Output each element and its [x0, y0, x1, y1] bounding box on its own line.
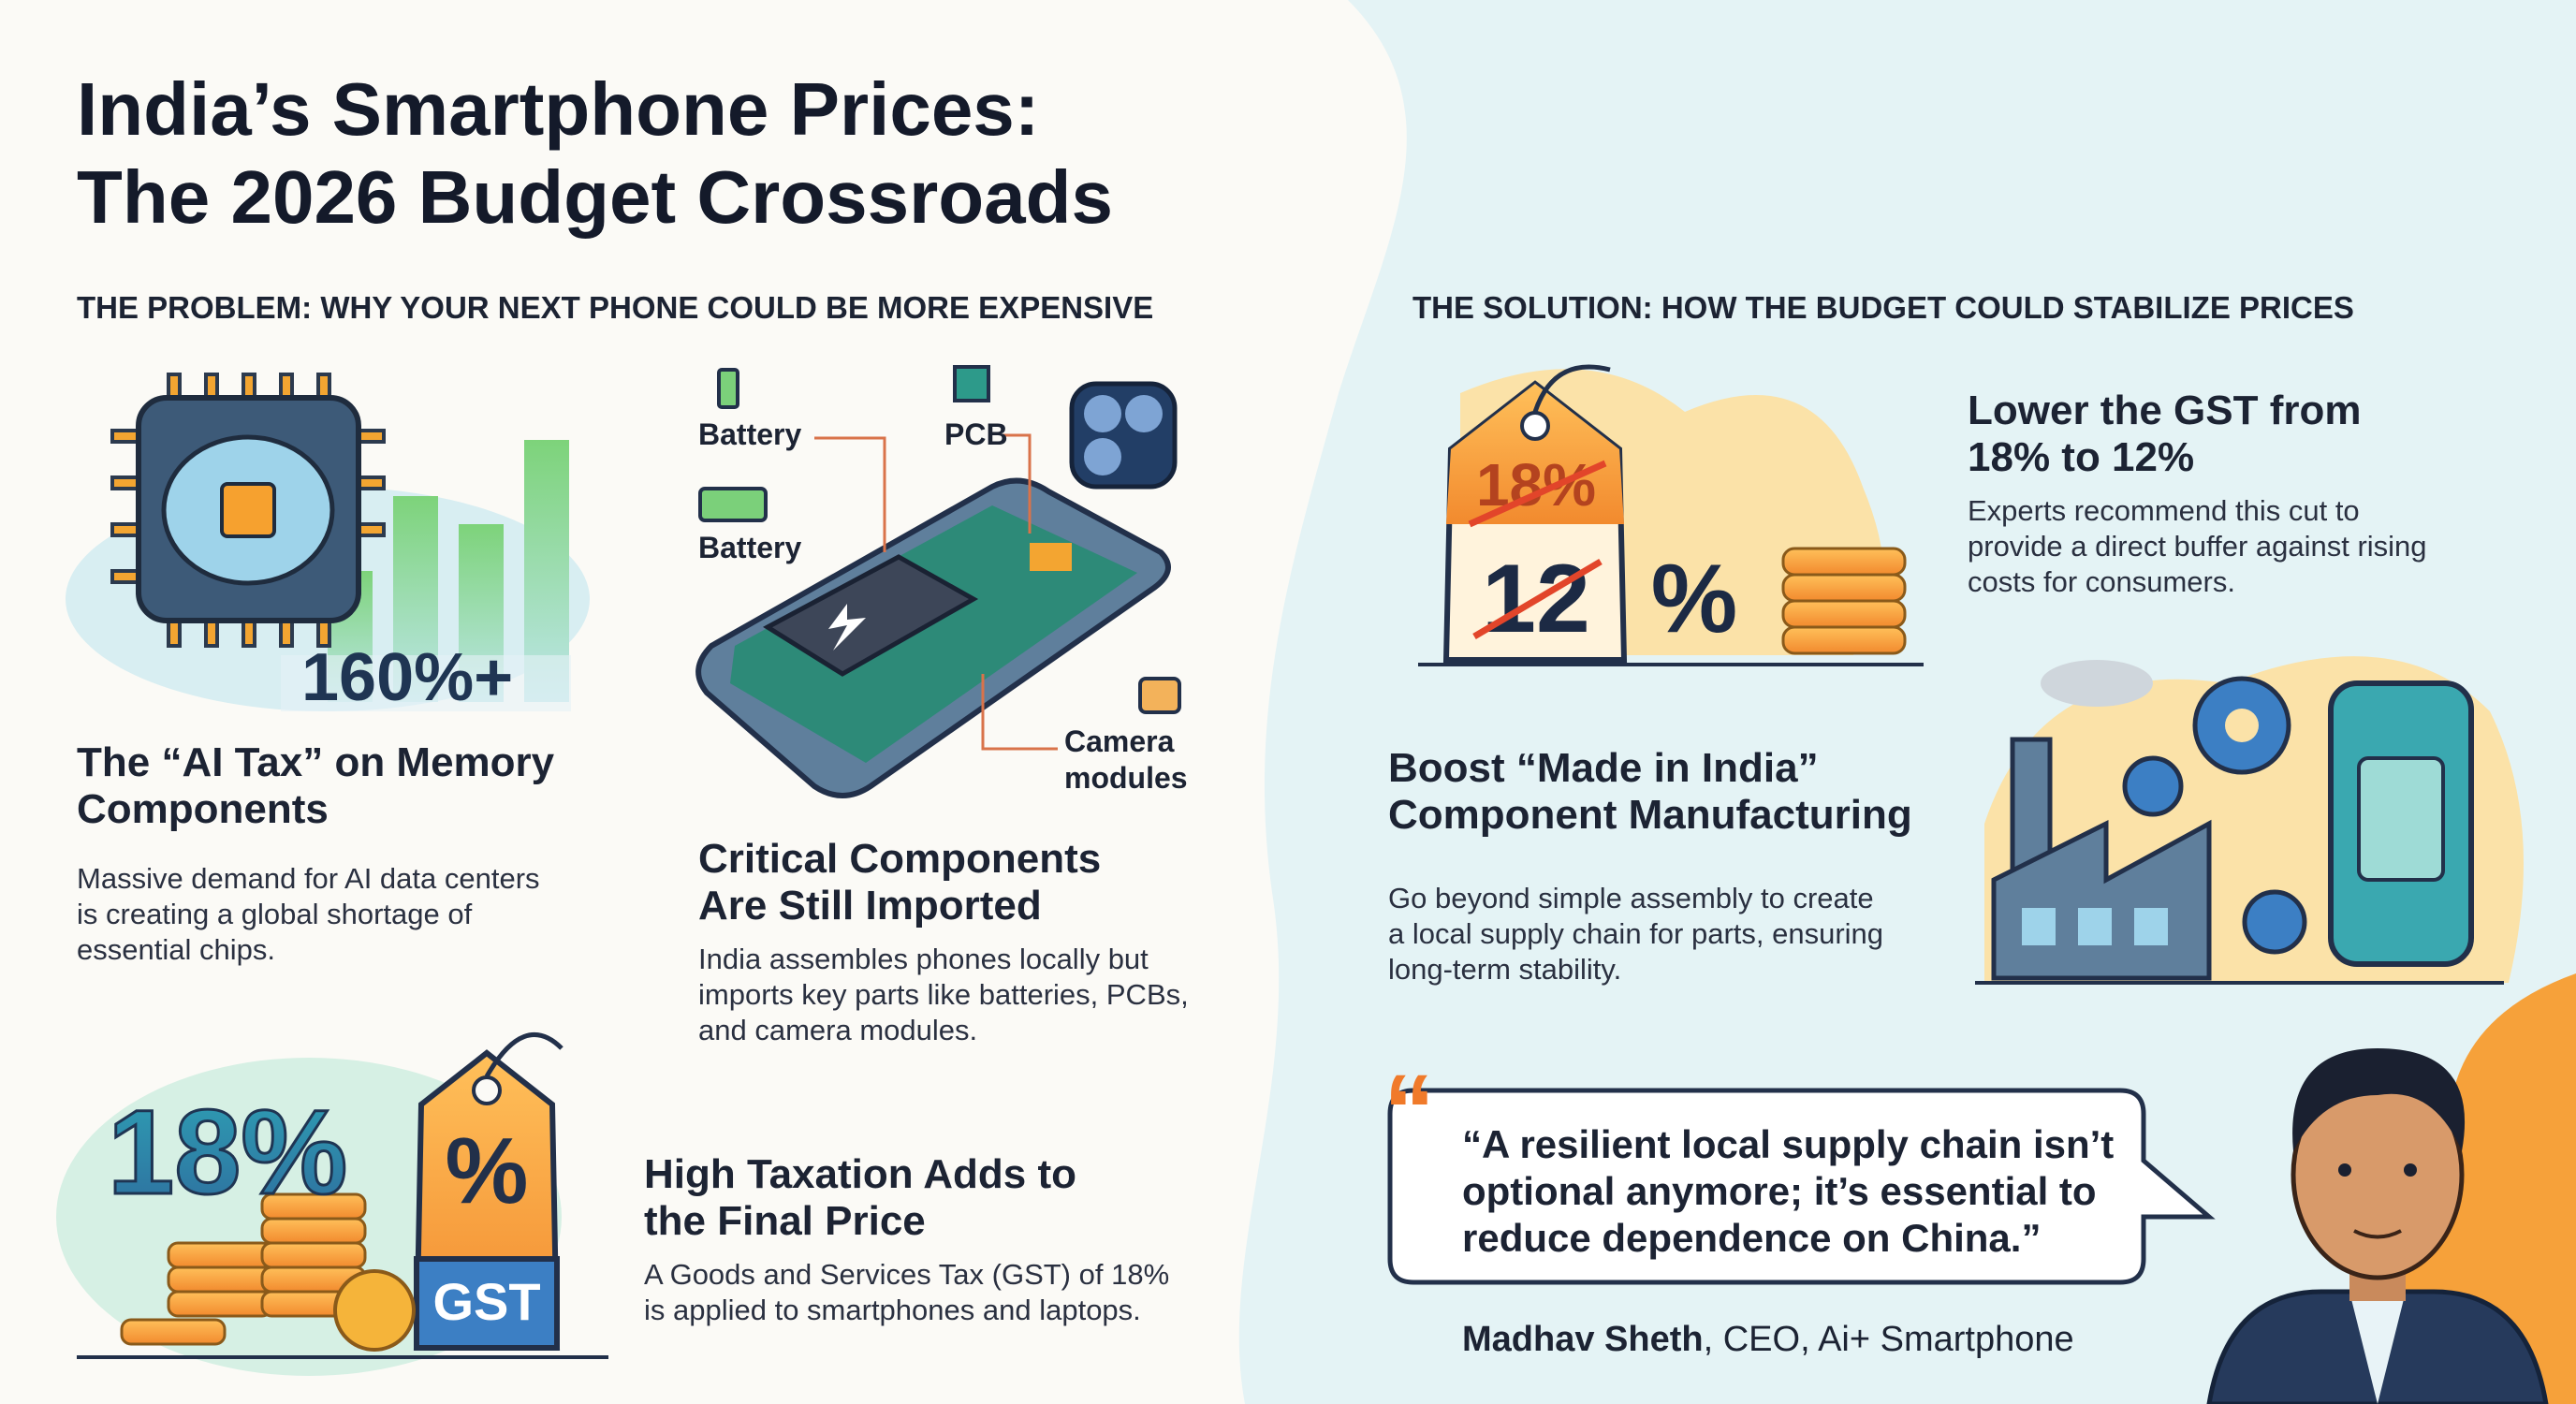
body-line: is creating a global shortage of: [77, 898, 473, 930]
title-line: Components: [77, 786, 329, 832]
item-body: Go beyond simple assembly to create a loc…: [1388, 881, 1883, 987]
illustration-label: 18%: [108, 1086, 347, 1220]
illustration-label: PCB: [944, 417, 1008, 451]
illustration-label: Battery: [698, 417, 801, 451]
item-body: Massive demand for AI data centers is cre…: [77, 861, 540, 968]
ai-chip-illustration: 160%+: [66, 373, 590, 715]
body-line: is applied to smartphones and laptops.: [644, 1294, 1141, 1326]
tax-illustration: 18% % GST: [56, 1031, 608, 1376]
section-heading: THE SOLUTION: HOW THE BUDGET COULD STABI…: [1412, 290, 2354, 325]
illustration-label: modules: [1064, 761, 1188, 795]
quote-line: “A resilient local supply chain isn’t: [1462, 1122, 2115, 1166]
attribution: Madhav Sheth, CEO, Ai+ Smartphone: [1462, 1320, 2074, 1360]
body-line: and camera modules.: [698, 1014, 978, 1046]
quote-box: “: [1383, 1054, 2216, 1285]
title-line: High Taxation Adds to: [644, 1151, 1076, 1197]
quote-line: reduce dependence on China.”: [1462, 1216, 2042, 1260]
title-line: Lower the GST from: [1968, 388, 2362, 433]
item-title: Critical Components Are Still Imported: [698, 836, 1101, 929]
illustration-label: 160%+: [301, 640, 513, 715]
title-line: Component Manufacturing: [1388, 792, 1912, 838]
body-line: India assembles phones locally but: [698, 943, 1149, 975]
factory-illustration: [1975, 656, 2524, 985]
gst-cut-illustration: 18% 12 %: [1418, 364, 1924, 666]
body-line: provide a direct buffer against rising: [1968, 530, 2427, 563]
labels: Battery PCB Battery Camera modules: [698, 417, 1188, 795]
body-line: Massive demand for AI data centers: [77, 862, 540, 895]
title-line: Boost “Made in India”: [1388, 745, 1819, 791]
section-heading: THE PROBLEM: WHY YOUR NEXT PHONE COULD B…: [77, 290, 1154, 325]
illustration-label: %: [1651, 545, 1737, 653]
title-line: Are Still Imported: [698, 883, 1042, 929]
illustration-label: %: [446, 1119, 529, 1223]
title-line: the Final Price: [644, 1198, 926, 1244]
quote-text: “A resilient local supply chain isn’t opt…: [1462, 1121, 2114, 1262]
title-line: Critical Components: [698, 836, 1102, 882]
body-line: costs for consumers.: [1968, 565, 2235, 598]
item-body: A Goods and Services Tax (GST) of 18% is …: [644, 1257, 1169, 1328]
item-title: Lower the GST from 18% to 12%: [1968, 388, 2361, 481]
speaker-name: Madhav Sheth: [1462, 1320, 1704, 1359]
illustration-label: Battery: [698, 531, 801, 564]
item-body: Experts recommend this cut to provide a d…: [1968, 493, 2427, 600]
body-line: a local supply chain for parts, ensuring: [1388, 917, 1884, 950]
item-title: The “AI Tax” on Memory Components: [77, 739, 554, 833]
illustration-label: 18%: [1476, 451, 1596, 519]
quote-line: optional anymore; it’s essential to: [1462, 1169, 2097, 1213]
title-line: The “AI Tax” on Memory: [77, 739, 555, 785]
title-line: The 2026 Budget Crossroads: [77, 155, 1113, 239]
title-line: 18% to 12%: [1968, 434, 2195, 480]
illustration-label: Camera: [1064, 724, 1175, 758]
item-body: India assembles phones locally but import…: [698, 942, 1189, 1048]
item-title: High Taxation Adds to the Final Price: [644, 1151, 1076, 1245]
body-line: A Goods and Services Tax (GST) of 18%: [644, 1258, 1170, 1291]
title-line: India’s Smartphone Prices:: [77, 67, 1040, 151]
phone-components-illustration: Battery PCB Battery Camera modules: [695, 365, 1188, 798]
speaker-role: , CEO, Ai+ Smartphone: [1703, 1320, 2074, 1359]
title: India’s Smartphone Prices: The 2026 Budg…: [77, 66, 1113, 241]
portrait: [2206, 973, 2576, 1404]
body-line: essential chips.: [77, 933, 275, 966]
body-line: imports key parts like batteries, PCBs,: [698, 978, 1189, 1011]
illustration-label: GST: [432, 1272, 540, 1331]
body-line: Go beyond simple assembly to create: [1388, 882, 1874, 914]
right-panel: [1238, 0, 2576, 1404]
body-line: long-term stability.: [1388, 953, 1622, 986]
body-line: Experts recommend this cut to: [1968, 494, 2360, 527]
item-title: Boost “Made in India” Component Manufactu…: [1388, 745, 1912, 839]
svg-text:“: “: [1383, 1054, 1435, 1169]
